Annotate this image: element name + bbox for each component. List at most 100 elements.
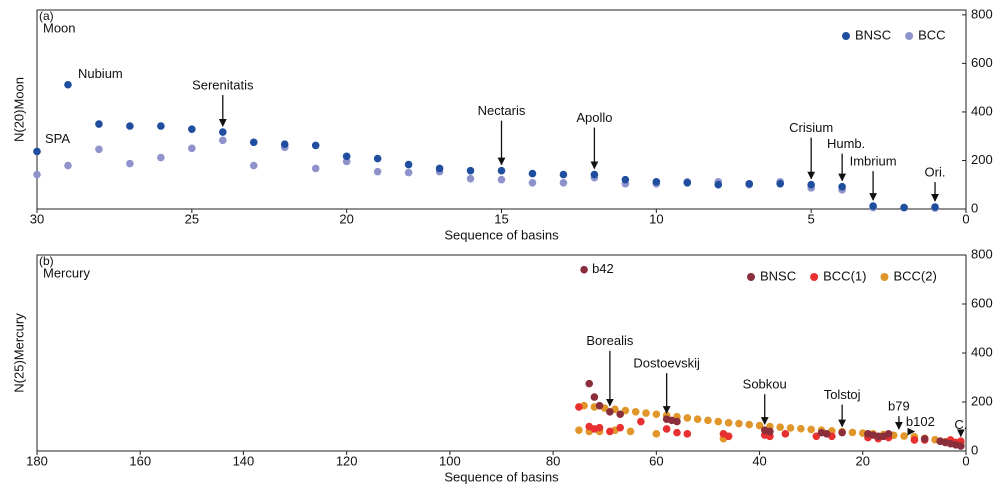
data-point bbox=[497, 166, 506, 175]
y-tick-label: 200 bbox=[971, 152, 993, 167]
annotation: Nubium bbox=[78, 66, 123, 81]
x-tick-label: 5 bbox=[808, 211, 815, 226]
data-point bbox=[157, 153, 165, 162]
data-point bbox=[126, 159, 134, 168]
data-point bbox=[838, 182, 846, 191]
y-tick-label: 0 bbox=[971, 200, 978, 215]
data-point bbox=[528, 169, 537, 178]
y-tick-label: 800 bbox=[971, 6, 993, 21]
x-tick-label: 180 bbox=[26, 453, 48, 468]
data-point bbox=[776, 179, 784, 188]
x-tick-label: 10 bbox=[649, 211, 663, 226]
x-tick-label: 15 bbox=[494, 211, 508, 226]
data-point bbox=[626, 427, 635, 436]
annotation: b42 bbox=[592, 261, 614, 276]
data-point bbox=[33, 170, 41, 179]
x-tick-label: 120 bbox=[336, 453, 358, 468]
annotation: Crisium bbox=[789, 120, 833, 135]
data-point bbox=[219, 136, 227, 145]
x-tick-label: 0 bbox=[962, 211, 969, 226]
data-point bbox=[838, 428, 846, 437]
data-point bbox=[714, 417, 723, 426]
x-axis-label: Sequence of basins bbox=[444, 227, 559, 242]
data-point bbox=[807, 180, 815, 189]
data-point bbox=[714, 180, 723, 189]
data-point bbox=[585, 379, 594, 388]
data-point bbox=[616, 410, 625, 419]
annotation: Serenitatis bbox=[192, 78, 254, 93]
annotation: b79 bbox=[888, 399, 910, 414]
data-point bbox=[869, 202, 877, 210]
data-point bbox=[807, 425, 815, 434]
data-point bbox=[776, 423, 784, 432]
data-point bbox=[126, 122, 134, 130]
data-point bbox=[652, 430, 661, 438]
x-tick-label: 30 bbox=[30, 211, 44, 226]
legend-label: BNSC bbox=[855, 27, 891, 42]
data-point bbox=[683, 430, 692, 438]
x-axis-label: Sequence of basins bbox=[444, 469, 559, 484]
y-tick-label: 400 bbox=[971, 344, 993, 359]
data-point bbox=[673, 417, 681, 426]
data-point bbox=[766, 427, 774, 436]
data-point bbox=[957, 442, 965, 450]
data-point bbox=[848, 428, 857, 437]
data-point bbox=[590, 170, 599, 179]
data-point bbox=[497, 175, 506, 184]
data-point bbox=[435, 164, 444, 173]
data-point bbox=[373, 154, 382, 163]
data-point bbox=[745, 179, 754, 188]
data-point bbox=[33, 147, 41, 156]
data-point bbox=[466, 166, 475, 175]
plot-frame bbox=[36, 254, 967, 452]
legend-label: BCC(1) bbox=[823, 268, 866, 283]
data-point bbox=[781, 430, 790, 438]
data-point bbox=[724, 432, 733, 441]
data-point bbox=[683, 178, 692, 187]
data-point bbox=[652, 410, 661, 419]
data-point bbox=[621, 175, 630, 184]
y-axis-label: N(25)Mercury bbox=[11, 313, 26, 393]
data-point bbox=[745, 420, 754, 429]
x-tick-label: 80 bbox=[546, 453, 560, 468]
panel: (b)Mercury Sequence of basins N(25)Mercury… bbox=[11, 246, 992, 484]
annotation: Apollo bbox=[576, 110, 612, 125]
data-point bbox=[595, 401, 604, 410]
data-point bbox=[652, 178, 661, 186]
data-point bbox=[219, 128, 227, 136]
y-axis-label: N(20)Moon bbox=[11, 77, 26, 142]
data-point bbox=[662, 425, 671, 433]
data-point bbox=[900, 203, 908, 212]
data-point bbox=[188, 144, 196, 153]
annotation: Nectaris bbox=[478, 103, 526, 118]
data-point bbox=[311, 164, 320, 173]
legend-marker bbox=[842, 32, 850, 40]
data-point bbox=[910, 436, 919, 444]
data-point bbox=[704, 416, 712, 425]
annotation: Ori. bbox=[925, 164, 946, 179]
annotation: SPA bbox=[45, 131, 70, 146]
annotation: Dostoevskij bbox=[633, 356, 700, 371]
legend-marker bbox=[905, 32, 914, 40]
data-point bbox=[724, 419, 733, 427]
legend-marker bbox=[747, 273, 755, 281]
x-tick-label: 20 bbox=[339, 211, 353, 226]
data-point bbox=[373, 167, 382, 176]
annotation: Tolstoj bbox=[824, 387, 861, 402]
annotation: Sobkou bbox=[743, 377, 787, 392]
data-point bbox=[95, 145, 103, 154]
annotation: Humb. bbox=[827, 136, 865, 151]
data-point bbox=[157, 122, 165, 130]
legend-marker bbox=[810, 273, 819, 281]
y-tick-label: 600 bbox=[971, 295, 993, 310]
data-point bbox=[673, 428, 681, 437]
data-point bbox=[559, 178, 568, 187]
data-point bbox=[580, 265, 588, 274]
data-point bbox=[188, 125, 196, 133]
x-tick-label: 20 bbox=[856, 453, 870, 468]
data-point bbox=[590, 393, 599, 401]
annotation: Borealis bbox=[586, 333, 633, 348]
data-point bbox=[311, 141, 320, 150]
x-tick-label: 140 bbox=[233, 453, 255, 468]
legend-marker bbox=[880, 273, 889, 281]
